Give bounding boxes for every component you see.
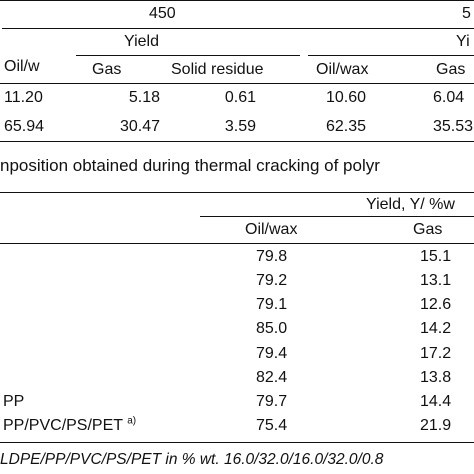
col-solid-residue: Solid residue xyxy=(171,61,264,78)
table2-row7-oil: 79.7 xyxy=(256,393,288,410)
table1-top-rule xyxy=(0,0,474,2)
temperature-rule xyxy=(2,28,474,29)
table2-bottom-rule xyxy=(0,442,474,444)
table2-row3-gas: 12.6 xyxy=(420,296,452,313)
table1-row2-gas-a: 30.47 xyxy=(119,118,160,135)
table1-row1-oil-w: 11.20 xyxy=(4,89,43,106)
table2-col-gas: Gas xyxy=(413,221,443,238)
table1-row2-oil-w: 65.94 xyxy=(4,118,45,135)
table2-row6-oil: 82.4 xyxy=(256,369,288,386)
table2-row8-oil: 75.4 xyxy=(256,417,288,434)
table2-row3-oil: 79.1 xyxy=(256,296,288,313)
table2-col-oil-wax: Oil/wax xyxy=(245,221,298,238)
table2-caption: nposition obtained during thermal cracki… xyxy=(0,156,380,175)
table2-row8-label: PP/PVC/PS/PET a) xyxy=(3,415,137,435)
col-oil-w: Oil/w xyxy=(4,58,40,75)
table1-row1-gas-b: 6.04 xyxy=(433,89,465,106)
table1-row2-gas-b: 35.53 xyxy=(433,118,474,135)
table1-row1-solid: 0.61 xyxy=(224,89,256,106)
table2-yield-rule xyxy=(200,216,474,217)
table2-row2-oil: 79.2 xyxy=(256,272,288,289)
temperature-450-label: 450 xyxy=(149,5,176,22)
table1-row2-oil-wax: 62.35 xyxy=(325,118,366,135)
table1-row1-gas-a: 5.18 xyxy=(128,89,160,106)
table2-top-rule xyxy=(0,192,474,194)
table2-row1-gas: 15.1 xyxy=(420,248,452,265)
table2-row1-oil: 79.8 xyxy=(256,248,288,265)
col-oil-wax: Oil/wax xyxy=(316,61,369,78)
table2-yield-header: Yield, Y/ %w xyxy=(366,196,455,213)
table2-row2-gas: 13.1 xyxy=(420,272,452,289)
table2-row5-gas: 17.2 xyxy=(420,345,452,362)
col-gas-a: Gas xyxy=(92,61,122,78)
table2-row8-gas: 21.9 xyxy=(420,417,452,434)
temperature-5-label: 5 xyxy=(462,5,471,22)
table2-row6-gas: 13.8 xyxy=(420,369,452,386)
table2-header-rule xyxy=(0,243,474,245)
table2-row5-oil: 79.4 xyxy=(256,345,288,362)
table2-footnote: LDPE/PP/PVC/PS/PET in % wt. 16.0/32.0/16… xyxy=(0,451,384,468)
table2-row7-gas: 14.4 xyxy=(420,393,452,410)
col-gas-b: Gas xyxy=(436,61,466,78)
table2-row4-oil: 85.0 xyxy=(256,320,288,337)
table2-row8-label-text: PP/PVC/PS/PET xyxy=(3,417,123,434)
yield-header-a: Yield xyxy=(124,33,159,50)
table2-row7-label: PP xyxy=(3,393,25,410)
table1-row1-oil-wax: 10.60 xyxy=(325,89,366,106)
table2-row4-gas: 14.2 xyxy=(420,320,452,337)
table1-header-rule xyxy=(0,83,474,85)
yield-rule-b xyxy=(308,55,474,56)
table1-bottom-rule xyxy=(0,141,474,143)
yield-header-b: Yi xyxy=(456,33,470,50)
footnote-marker: a) xyxy=(127,415,137,427)
yield-rule-a xyxy=(76,55,300,56)
table1-row2-solid: 3.59 xyxy=(224,118,256,135)
